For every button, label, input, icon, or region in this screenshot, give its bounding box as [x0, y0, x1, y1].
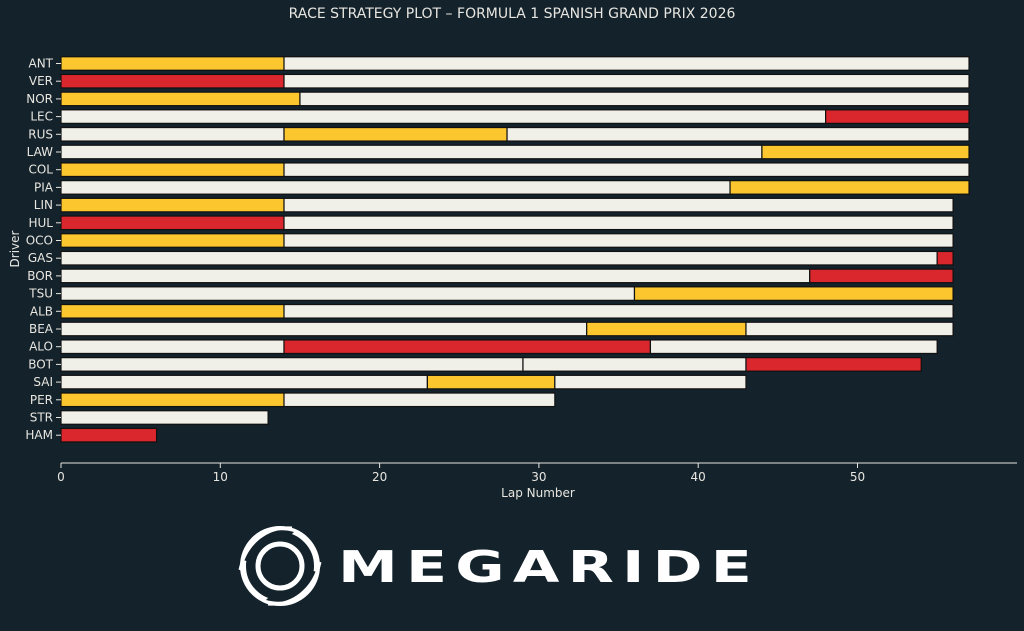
y-tick-label: BOT	[28, 357, 53, 371]
stint-bar-gas-2	[936, 250, 954, 266]
y-tick-label: ALB	[30, 304, 53, 318]
stint-bar-per-2	[283, 392, 556, 408]
stint-bar-alo-1	[60, 339, 285, 355]
stint-bar-col-1	[60, 162, 285, 178]
stint-bar-law-2	[761, 144, 970, 160]
stint-bar-ver-2	[283, 73, 970, 89]
y-tick-label: TSU	[28, 287, 53, 301]
y-tick-label: LIN	[34, 198, 53, 212]
stint-bar-ant-1	[60, 56, 285, 71]
stint-bar-sai-1	[60, 374, 428, 390]
y-tick-label: BOR	[27, 269, 53, 283]
stint-bar-bea-3	[745, 321, 954, 337]
stint-bar-hul-1	[60, 215, 285, 231]
stint-bar-ant-2	[283, 56, 970, 71]
stint-bar-alo-3	[649, 339, 938, 355]
stint-bar-alb-1	[60, 303, 285, 319]
stint-bar-oco-2	[283, 233, 954, 248]
stint-bar-gas-1	[60, 250, 938, 266]
stint-bar-str-1	[60, 410, 269, 425]
y-tick-label: GAS	[28, 251, 53, 265]
x-tick-label: 10	[213, 470, 228, 484]
stint-bar-law-1	[60, 144, 763, 160]
stint-bar-per-1	[60, 392, 285, 408]
stint-bar-alb-2	[283, 303, 954, 319]
stint-bar-bor-1	[60, 268, 811, 284]
stint-bar-bor-2	[809, 268, 954, 284]
y-tick-label: COL	[28, 163, 53, 177]
y-axis: ANT VER NOR LEC RUS LAW COL PIA LIN HUL OCO GAS BOR T…	[25, 57, 61, 442]
x-tick-label: 0	[57, 470, 65, 484]
y-tick-label: SAI	[33, 375, 53, 389]
stint-bar-tsu-2	[633, 286, 954, 301]
stint-bar-sai-2	[426, 374, 556, 390]
y-tick-label: BEA	[29, 322, 54, 336]
stint-bar-bea-2	[586, 321, 747, 337]
x-tick-label: 40	[691, 470, 706, 484]
megaride-logo: MEGARIDE	[238, 526, 760, 606]
stint-bar-ver-1	[60, 73, 285, 89]
megaride-emblem-icon	[238, 526, 322, 606]
logo-wordmark: MEGARIDE	[338, 542, 760, 593]
stint-bar-pia-1	[60, 180, 731, 195]
stint-bar-tsu-1	[60, 286, 636, 301]
y-tick-label: LAW	[27, 145, 54, 159]
stint-bar-bot-2	[522, 357, 747, 372]
y-axis-title: Driver	[8, 230, 22, 267]
y-tick-label: OCO	[26, 234, 53, 248]
stint-bars	[60, 56, 970, 443]
x-tick-label: 20	[372, 470, 387, 484]
stint-bar-bea-1	[60, 321, 588, 337]
y-tick-label: ANT	[28, 57, 53, 71]
stint-bar-lec-1	[60, 109, 827, 124]
stint-bar-col-2	[283, 162, 970, 178]
stint-bar-bot-3	[745, 357, 922, 372]
y-tick-label: VER	[29, 74, 53, 88]
y-tick-label: HUL	[29, 216, 54, 230]
stint-bar-nor-1	[60, 91, 301, 107]
stint-bar-rus-3	[506, 126, 970, 142]
stint-bar-nor-2	[299, 91, 970, 107]
stint-bar-oco-1	[60, 233, 285, 248]
stint-bar-pia-2	[729, 180, 970, 195]
y-tick-label: LEC	[30, 110, 53, 124]
y-tick-label: STR	[30, 411, 53, 425]
x-tick-label: 30	[531, 470, 546, 484]
y-tick-label: ALO	[29, 340, 53, 354]
x-tick-label: 50	[850, 470, 865, 484]
y-tick-label: PER	[30, 393, 53, 407]
stint-bar-ham-1	[60, 427, 158, 443]
stint-bar-rus-2	[283, 126, 508, 142]
y-tick-label: PIA	[34, 180, 54, 194]
stint-bar-rus-1	[60, 126, 285, 142]
stint-bar-hul-2	[283, 215, 954, 231]
y-tick-label: NOR	[26, 92, 53, 106]
stint-bar-lin-1	[60, 197, 285, 213]
stint-bar-bot-1	[60, 357, 524, 372]
stint-bar-lin-2	[283, 197, 954, 213]
x-axis: 0 10 20 30 40 50	[57, 462, 1017, 484]
y-tick-label: RUS	[28, 127, 53, 141]
y-tick-label: HAM	[25, 428, 53, 442]
chart-title: RACE STRATEGY PLOT – FORMULA 1 SPANISH G…	[289, 6, 736, 22]
stint-bar-alo-2	[283, 339, 652, 355]
stint-bar-sai-3	[554, 374, 747, 390]
stint-bar-lec-2	[825, 109, 970, 124]
x-axis-title: Lap Number	[501, 486, 575, 500]
